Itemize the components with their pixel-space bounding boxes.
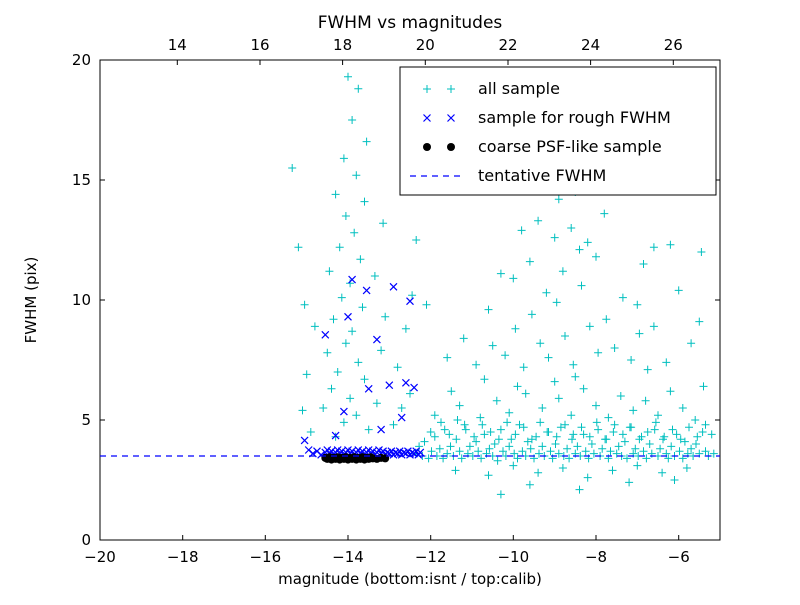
- x-tick-label: −10: [497, 548, 529, 566]
- legend-label: tentative FWHM: [478, 166, 606, 185]
- top-tick-label: 18: [333, 36, 352, 54]
- axis-ticks: [99, 59, 720, 541]
- x-tick-label: −20: [84, 548, 116, 566]
- chart-title: FWHM vs magnitudes: [318, 13, 503, 33]
- top-tick-label: 14: [168, 36, 187, 54]
- x-tick-label: −8: [585, 548, 607, 566]
- top-tick-label: 20: [416, 36, 435, 54]
- legend-box: [399, 66, 717, 196]
- legend: all sample sample for rough FWHM coarse PS…: [399, 66, 717, 196]
- y-axis-label: FWHM (pix): [22, 257, 40, 344]
- top-tick-label: 26: [664, 36, 683, 54]
- legend-label: all sample: [478, 79, 560, 98]
- top-tick-label: 16: [250, 36, 269, 54]
- x-tick-label: −14: [332, 548, 364, 566]
- y-tick-label: 10: [72, 291, 91, 309]
- legend-label: coarse PSF-like sample: [478, 137, 662, 156]
- top-tick-label: 22: [498, 36, 517, 54]
- x-tick-label: −12: [415, 548, 447, 566]
- y-tick-label: 0: [81, 531, 91, 549]
- top-tick-label: 24: [581, 36, 600, 54]
- x-tick-label: −16: [249, 548, 281, 566]
- y-tick-label: 20: [72, 51, 91, 69]
- y-tick-label: 5: [81, 411, 91, 429]
- series-coarse-psf-like-sample: [321, 453, 390, 464]
- legend-label: sample for rough FWHM: [478, 108, 671, 127]
- tick-labels: −20 −18 −16 −14 −12 −10 −8 −6 14 16 18 20 22 24 26 0 5 10…: [72, 36, 690, 566]
- x-tick-label: −6: [668, 548, 690, 566]
- y-tick-label: 15: [72, 171, 91, 189]
- series-all-sample: [288, 72, 718, 499]
- x-axis-label: magnitude (bottom:isnt / top:calib): [278, 570, 542, 588]
- x-tick-label: −18: [167, 548, 199, 566]
